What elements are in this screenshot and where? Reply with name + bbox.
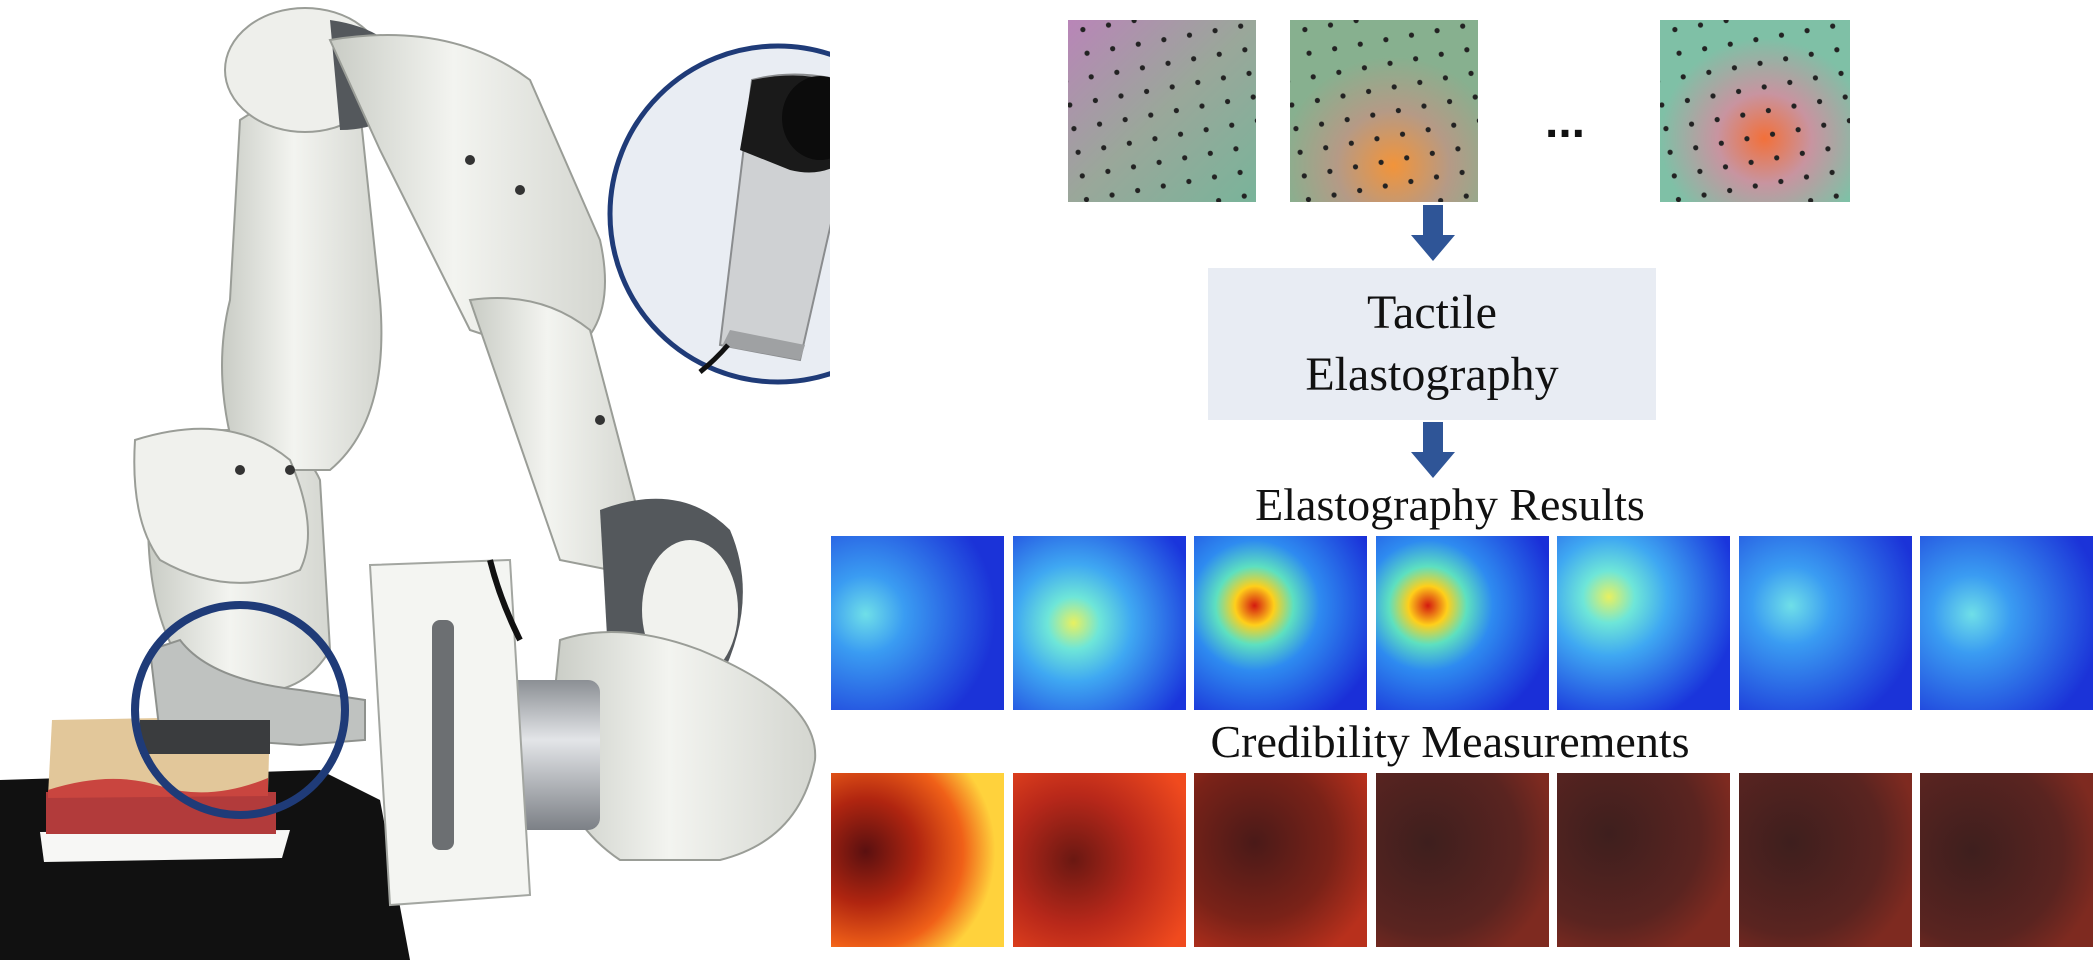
credibility-title: Credibility Measurements xyxy=(1210,716,1690,767)
tactile-frame-n xyxy=(1660,20,1850,202)
arrow-down-icon xyxy=(1411,205,1455,261)
elastography-map-3 xyxy=(1194,536,1367,710)
elastography-row xyxy=(831,536,2093,710)
credibility-map-4 xyxy=(1375,773,1549,947)
credibility-map-5 xyxy=(1557,773,1730,947)
robot-arm-icon xyxy=(133,7,817,907)
elastography-map-4 xyxy=(1375,536,1549,710)
credibility-map-7 xyxy=(1920,773,2093,947)
tissue-phantom xyxy=(40,716,290,862)
tactile-sensor-icon xyxy=(698,73,830,374)
sensor-inset xyxy=(607,43,830,385)
process-box-label: Tactile Elastography xyxy=(1305,286,1559,401)
tactile-elastography-box: Tactile Elastography xyxy=(1208,268,1656,420)
elastography-map-7 xyxy=(1920,536,2093,710)
credibility-row xyxy=(831,773,2093,947)
elastography-map-1 xyxy=(831,536,1004,710)
robot-arm-illustration xyxy=(0,7,830,960)
arrow-down-icon xyxy=(1411,422,1455,478)
credibility-map-2 xyxy=(1012,773,1186,947)
elastography-map-6 xyxy=(1738,536,1912,710)
tactile-frame-1 xyxy=(1068,20,1256,202)
contact-highlight-circle xyxy=(131,601,349,819)
tactile-frame-2 xyxy=(1290,20,1478,202)
credibility-map-3 xyxy=(1194,773,1367,947)
credibility-map-6 xyxy=(1738,773,1912,947)
elastography-title: Elastography Results xyxy=(1255,479,1645,530)
elastography-map-2 xyxy=(1012,536,1186,710)
elastography-map-5 xyxy=(1557,536,1730,710)
ellipsis-label: ... xyxy=(1544,95,1585,148)
credibility-map-1 xyxy=(831,773,1004,947)
